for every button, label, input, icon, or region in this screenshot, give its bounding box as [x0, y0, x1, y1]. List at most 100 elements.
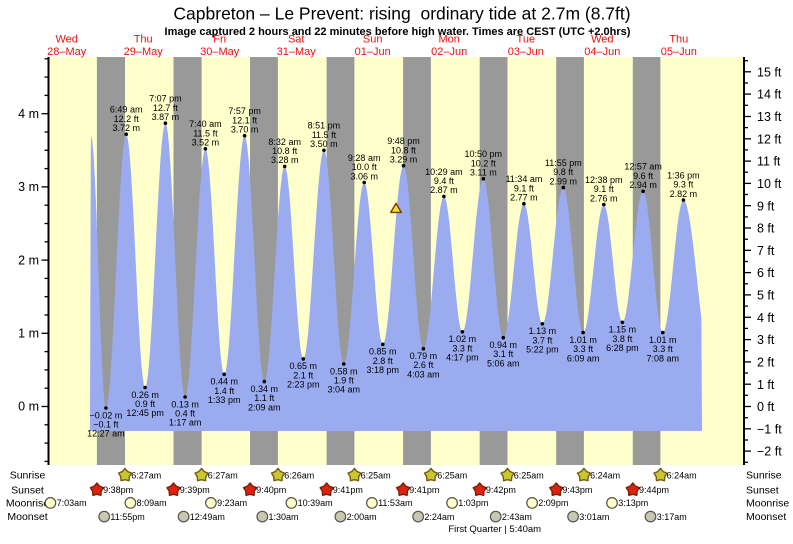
svg-text:9.1 ft: 9.1 ft: [514, 183, 535, 193]
svg-text:9:44pm: 9:44pm: [639, 485, 669, 495]
svg-text:11 ft: 11 ft: [757, 155, 781, 169]
svg-text:Tue: Tue: [517, 34, 536, 46]
svg-text:9.8 ft: 9.8 ft: [553, 167, 574, 177]
svg-text:2 m: 2 m: [18, 253, 39, 267]
svg-text:10.8 ft: 10.8 ft: [272, 146, 298, 156]
svg-text:11.5 ft: 11.5 ft: [312, 130, 337, 140]
svg-text:15 ft: 15 ft: [757, 65, 782, 79]
svg-text:Sunset: Sunset: [746, 484, 779, 496]
svg-text:Sunrise: Sunrise: [10, 470, 46, 482]
svg-text:9:42pm: 9:42pm: [486, 485, 516, 495]
svg-text:0.85 m: 0.85 m: [369, 347, 397, 357]
svg-text:0.58 m: 0.58 m: [330, 366, 358, 376]
svg-text:3.1 ft: 3.1 ft: [493, 349, 514, 359]
svg-text:Moonrise: Moonrise: [6, 497, 49, 509]
svg-text:2:00am: 2:00am: [347, 512, 377, 522]
svg-text:Wed: Wed: [591, 34, 613, 46]
svg-text:1.01 m: 1.01 m: [569, 335, 597, 345]
svg-text:05–Jun: 05–Jun: [661, 46, 697, 58]
svg-text:1.9 ft: 1.9 ft: [334, 376, 355, 386]
svg-text:10:39am: 10:39am: [298, 498, 333, 508]
svg-text:02–Jun: 02–Jun: [431, 46, 467, 58]
svg-text:2:09pm: 2:09pm: [538, 498, 568, 508]
svg-text:3.70 m: 3.70 m: [231, 125, 259, 135]
svg-text:11:55pm: 11:55pm: [110, 512, 144, 522]
svg-text:0.13 m: 0.13 m: [171, 399, 199, 409]
svg-text:11:53am: 11:53am: [378, 498, 412, 508]
svg-text:7:07 pm: 7:07 pm: [149, 94, 182, 104]
svg-text:12.2 ft: 12.2 ft: [114, 114, 140, 124]
svg-text:12:27 am: 12:27 am: [87, 429, 125, 439]
svg-text:1:33 pm: 1:33 pm: [208, 395, 241, 405]
svg-text:04–Jun: 04–Jun: [584, 46, 620, 58]
svg-text:3.72 m: 3.72 m: [112, 123, 140, 133]
svg-text:12.1 ft: 12.1 ft: [232, 115, 258, 125]
svg-text:2:23 pm: 2:23 pm: [287, 380, 320, 390]
svg-text:6:49 am: 6:49 am: [110, 105, 143, 115]
svg-text:4:03 am: 4:03 am: [407, 369, 440, 379]
svg-text:1 ft: 1 ft: [757, 378, 775, 392]
svg-text:2.87 m: 2.87 m: [430, 185, 458, 195]
svg-text:5:06 am: 5:06 am: [487, 358, 520, 368]
svg-text:−2 ft: −2 ft: [757, 445, 782, 459]
svg-text:9:40pm: 9:40pm: [256, 485, 286, 495]
svg-text:0.26 m: 0.26 m: [131, 390, 159, 400]
svg-text:3 m: 3 m: [18, 180, 39, 194]
svg-text:8:32 am: 8:32 am: [268, 137, 301, 147]
svg-text:2.8 ft: 2.8 ft: [373, 356, 394, 366]
svg-text:0.9 ft: 0.9 ft: [135, 399, 156, 409]
svg-text:First Quarter | 5:40am: First Quarter | 5:40am: [448, 524, 541, 535]
svg-text:7:40 am: 7:40 am: [189, 119, 222, 129]
svg-text:Moonset: Moonset: [746, 511, 786, 523]
svg-text:6:27am: 6:27am: [208, 471, 238, 481]
svg-text:10:50 pm: 10:50 pm: [465, 149, 503, 159]
svg-text:8 ft: 8 ft: [757, 222, 775, 236]
svg-text:3.29 m: 3.29 m: [390, 155, 418, 165]
svg-text:11.5 ft: 11.5 ft: [193, 128, 218, 138]
svg-text:6 ft: 6 ft: [757, 266, 775, 280]
svg-text:0 ft: 0 ft: [757, 400, 775, 414]
svg-text:6:27am: 6:27am: [131, 471, 161, 481]
svg-text:7:08 am: 7:08 am: [647, 353, 680, 363]
svg-text:Moonrise: Moonrise: [746, 497, 789, 509]
svg-text:9:43pm: 9:43pm: [562, 485, 592, 495]
svg-text:3:13pm: 3:13pm: [618, 498, 648, 508]
svg-text:−0.02 m: −0.02 m: [90, 410, 123, 420]
svg-text:9:48 pm: 9:48 pm: [387, 136, 420, 146]
svg-text:0 m: 0 m: [18, 400, 39, 414]
svg-text:29–May: 29–May: [124, 46, 164, 58]
svg-text:8:51 pm: 8:51 pm: [308, 121, 341, 131]
svg-text:9.3 ft: 9.3 ft: [673, 180, 694, 190]
svg-text:13 ft: 13 ft: [757, 110, 782, 124]
svg-text:3.3 ft: 3.3 ft: [573, 344, 594, 354]
svg-text:3.11 m: 3.11 m: [470, 168, 497, 178]
svg-text:2.82 m: 2.82 m: [670, 189, 698, 199]
svg-text:6:28 pm: 6:28 pm: [606, 343, 639, 353]
svg-text:9.6 ft: 9.6 ft: [633, 171, 654, 181]
svg-text:Moonset: Moonset: [7, 511, 47, 523]
svg-text:3 ft: 3 ft: [757, 333, 775, 347]
svg-text:3.50 m: 3.50 m: [310, 139, 338, 149]
svg-text:3:01am: 3:01am: [579, 512, 609, 522]
svg-text:6:09 am: 6:09 am: [567, 353, 600, 363]
svg-text:2.6 ft: 2.6 ft: [413, 360, 434, 370]
svg-text:3.8 ft: 3.8 ft: [612, 334, 633, 344]
svg-text:0.65 m: 0.65 m: [290, 361, 318, 371]
svg-text:2:24am: 2:24am: [424, 512, 454, 522]
svg-text:12:57 am: 12:57 am: [624, 162, 662, 172]
svg-text:9:23am: 9:23am: [217, 498, 247, 508]
svg-text:5:22 pm: 5:22 pm: [526, 345, 559, 355]
svg-text:2.76 m: 2.76 m: [590, 193, 618, 203]
svg-text:9 ft: 9 ft: [757, 199, 775, 213]
svg-text:Fri: Fri: [213, 34, 226, 46]
svg-text:0.79 m: 0.79 m: [410, 351, 438, 361]
svg-text:12.7 ft: 12.7 ft: [153, 103, 179, 113]
svg-text:10.2 ft: 10.2 ft: [471, 158, 497, 168]
svg-text:1.02 m: 1.02 m: [449, 334, 477, 344]
svg-text:9:41pm: 9:41pm: [409, 485, 439, 495]
svg-text:9:38pm: 9:38pm: [103, 485, 133, 495]
svg-text:0.94 m: 0.94 m: [490, 340, 518, 350]
svg-text:7 ft: 7 ft: [757, 244, 775, 258]
svg-text:6:24am: 6:24am: [667, 471, 697, 481]
svg-text:01–Jun: 01–Jun: [355, 46, 391, 58]
